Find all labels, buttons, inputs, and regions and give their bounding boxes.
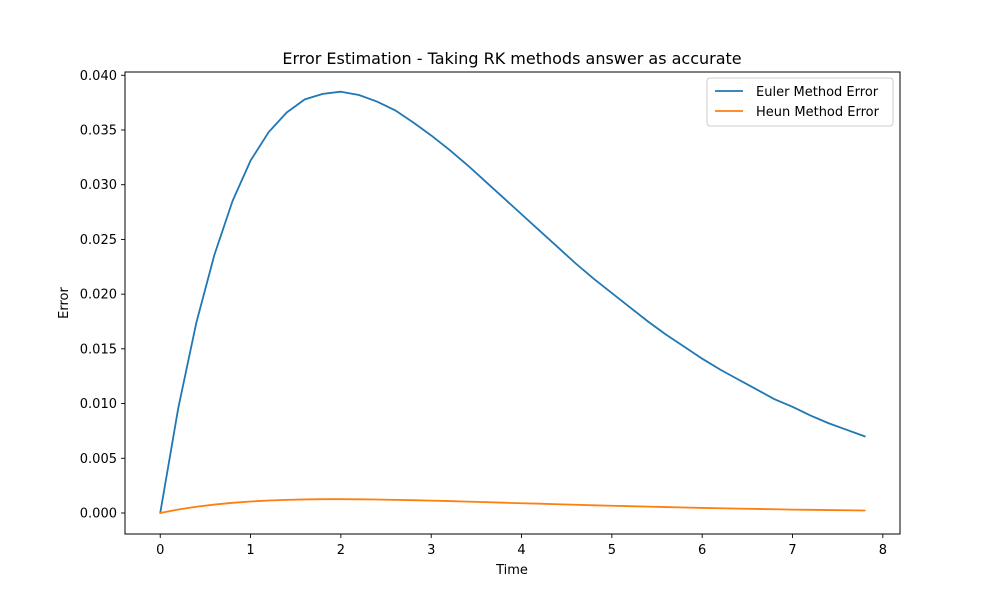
y-tick-label: 0.025 — [80, 233, 117, 248]
y-axis-label: Error — [57, 287, 72, 319]
x-tick-label: 8 — [879, 543, 887, 558]
y-tick-label: 0.000 — [80, 506, 117, 521]
y-tick-label: 0.010 — [80, 397, 117, 412]
legend-box — [706, 77, 894, 127]
series-line-heun — [159, 498, 866, 514]
plot-area — [124, 71, 901, 535]
y-tick-label: 0.035 — [80, 123, 117, 138]
x-tick-label: 5 — [608, 543, 616, 558]
y-tick-label: 0.040 — [80, 69, 117, 84]
legend-label-heun: Heun Method Error — [756, 105, 880, 120]
y-tick-label: 0.015 — [80, 342, 117, 357]
x-tick-label: 4 — [517, 543, 525, 558]
x-axis-label: Time — [495, 563, 528, 578]
chart-title: Error Estimation - Taking RK methods ans… — [282, 49, 741, 68]
x-axis-ticks: 0 1 2 3 4 5 6 7 8 — [156, 534, 887, 558]
legend: Euler Method Error Heun Method Error — [706, 77, 894, 127]
x-tick-label: 7 — [788, 543, 796, 558]
legend-label-euler: Euler Method Error — [756, 85, 879, 100]
x-tick-label: 2 — [337, 543, 345, 558]
y-tick-label: 0.030 — [80, 178, 117, 193]
series-layer — [159, 90, 866, 514]
series-line-euler — [159, 90, 866, 514]
axes-frame — [124, 71, 901, 535]
x-tick-label: 1 — [246, 543, 254, 558]
x-tick-label: 0 — [156, 543, 164, 558]
y-tick-label: 0.020 — [80, 288, 117, 303]
y-tick-label: 0.005 — [80, 452, 117, 467]
x-tick-label: 3 — [427, 543, 435, 558]
y-axis-ticks: 0.000 0.005 0.010 0.015 0.020 0.025 0.030 0.035… — [80, 69, 125, 521]
x-tick-label: 6 — [698, 543, 706, 558]
